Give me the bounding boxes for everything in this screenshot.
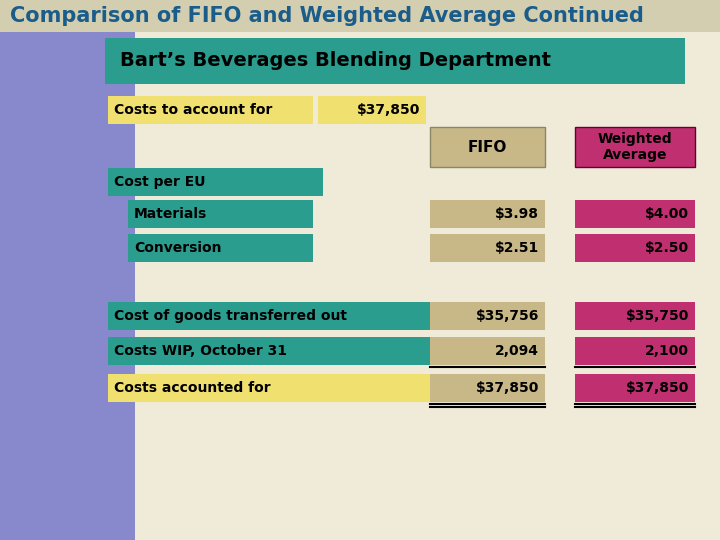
FancyBboxPatch shape [0, 32, 135, 540]
Text: Comparison of FIFO and Weighted Average Continued: Comparison of FIFO and Weighted Average … [10, 6, 644, 26]
Text: $2.50: $2.50 [645, 241, 689, 255]
Text: Weighted
Average: Weighted Average [598, 132, 672, 162]
FancyBboxPatch shape [575, 200, 695, 228]
FancyBboxPatch shape [108, 337, 443, 365]
Text: $35,750: $35,750 [626, 309, 689, 323]
FancyBboxPatch shape [430, 337, 545, 365]
FancyBboxPatch shape [575, 302, 695, 330]
FancyBboxPatch shape [430, 200, 545, 228]
FancyBboxPatch shape [430, 374, 545, 402]
Text: FIFO: FIFO [468, 139, 507, 154]
Text: Conversion: Conversion [134, 241, 222, 255]
Text: $35,756: $35,756 [476, 309, 539, 323]
Text: 2,094: 2,094 [495, 344, 539, 358]
FancyBboxPatch shape [108, 168, 323, 196]
FancyBboxPatch shape [128, 234, 313, 262]
FancyBboxPatch shape [575, 127, 695, 167]
FancyBboxPatch shape [575, 374, 695, 402]
Text: $37,850: $37,850 [626, 381, 689, 395]
FancyBboxPatch shape [430, 234, 545, 262]
Text: Cost of goods transferred out: Cost of goods transferred out [114, 309, 347, 323]
Text: $4.00: $4.00 [645, 207, 689, 221]
FancyBboxPatch shape [575, 337, 695, 365]
FancyBboxPatch shape [108, 96, 313, 124]
Text: Cost per EU: Cost per EU [114, 175, 205, 189]
Text: Costs to account for: Costs to account for [114, 103, 272, 117]
Text: Costs WIP, October 31: Costs WIP, October 31 [114, 344, 287, 358]
Text: $37,850: $37,850 [476, 381, 539, 395]
FancyBboxPatch shape [128, 200, 313, 228]
FancyBboxPatch shape [430, 302, 545, 330]
FancyBboxPatch shape [430, 127, 545, 167]
Text: Bart’s Beverages Blending Department: Bart’s Beverages Blending Department [120, 51, 551, 71]
Text: $2.51: $2.51 [495, 241, 539, 255]
Text: Materials: Materials [134, 207, 207, 221]
FancyBboxPatch shape [0, 0, 720, 32]
Text: $3.98: $3.98 [495, 207, 539, 221]
FancyBboxPatch shape [318, 96, 426, 124]
FancyBboxPatch shape [105, 38, 685, 84]
Text: $37,850: $37,850 [356, 103, 420, 117]
Text: Costs accounted for: Costs accounted for [114, 381, 271, 395]
Text: 2,100: 2,100 [645, 344, 689, 358]
FancyBboxPatch shape [108, 302, 443, 330]
FancyBboxPatch shape [575, 234, 695, 262]
FancyBboxPatch shape [108, 374, 443, 402]
